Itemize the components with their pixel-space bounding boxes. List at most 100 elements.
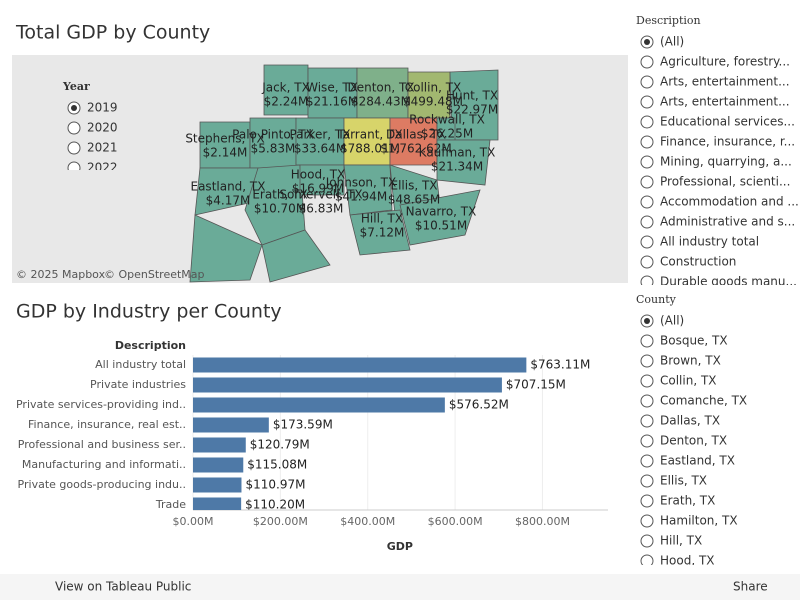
data-label: $763.11M [530, 358, 590, 372]
map-attribution: © OpenStreetMap [104, 268, 205, 281]
radio[interactable] [640, 534, 654, 548]
option-label[interactable]: Professional, scienti... [660, 175, 790, 189]
share-button[interactable]: Share [733, 580, 768, 594]
data-label: $110.20M [245, 498, 305, 512]
county-value: $10.70M [254, 202, 306, 216]
radio[interactable] [640, 95, 654, 109]
county-name: Erath, TX [252, 188, 307, 202]
group: (All) Bosque, TX Brown, TX Collin, TX Comanc… [640, 314, 747, 568]
bar [193, 497, 242, 510]
option-label[interactable]: (All) [660, 314, 684, 328]
map-attribution: © 2025 Mapbox [16, 268, 106, 281]
option-label[interactable]: 2019 [87, 101, 118, 115]
option-label[interactable]: Comanche, TX [660, 394, 747, 408]
chart-title: GDP by Industry per County [16, 301, 282, 323]
option-label[interactable]: Educational services... [660, 115, 795, 129]
radio[interactable] [640, 514, 654, 528]
y-tick-label: Private industries [90, 378, 186, 391]
radio[interactable] [640, 255, 654, 269]
x-tick-label: $600.00M [428, 515, 483, 528]
option-label[interactable]: All industry total [660, 235, 759, 249]
radio[interactable] [640, 454, 654, 468]
radio[interactable] [640, 474, 654, 488]
option-label[interactable]: Agriculture, forestry... [660, 55, 790, 69]
y-tick-label: Trade [155, 498, 186, 511]
radio[interactable] [67, 141, 81, 155]
county-value: $499.48M [403, 95, 463, 109]
county-value: $788.01M [340, 142, 400, 156]
radio[interactable] [640, 175, 654, 189]
radio[interactable] [640, 494, 654, 508]
option-label[interactable]: Mining, quarrying, a... [660, 155, 792, 169]
radio[interactable] [640, 394, 654, 408]
county-value: $1,762.62M [380, 142, 451, 156]
county-name: Rockwall, TX [409, 113, 485, 127]
option-label[interactable]: Arts, entertainment... [660, 95, 790, 109]
option-label[interactable]: Accommodation and ... [660, 195, 799, 209]
radio[interactable] [67, 161, 81, 174]
filter-title: County [636, 293, 677, 306]
option-label[interactable]: 2020 [87, 121, 118, 135]
option-label[interactable]: Denton, TX [660, 434, 727, 448]
option-label[interactable]: (All) [660, 35, 684, 49]
option-label[interactable]: Hamilton, TX [660, 514, 738, 528]
group: (All) Agriculture, forestry... Arts, enter… [640, 35, 799, 289]
option-label[interactable]: Brown, TX [660, 354, 721, 368]
radio[interactable] [640, 75, 654, 89]
x-axis-title: GDP [387, 540, 413, 553]
map [12, 55, 628, 283]
option-label[interactable]: Dallas, TX [660, 414, 720, 428]
county-value: $41.94M [335, 190, 387, 204]
county-value: $6.83M [299, 202, 344, 216]
radio[interactable] [640, 115, 654, 129]
radio[interactable] [67, 121, 81, 135]
radio[interactable] [640, 414, 654, 428]
county-value: $16.99M [292, 182, 344, 196]
option-label[interactable]: Eastland, TX [660, 454, 735, 468]
radio[interactable] [640, 195, 654, 209]
y-tick-label: All industry total [95, 358, 186, 371]
toolbar [0, 574, 800, 600]
radio[interactable] [640, 434, 654, 448]
y-tick-label: Manufacturing and informati.. [22, 458, 186, 471]
county-name: Navarro, TX [406, 205, 477, 219]
group: 2019 2020 2021 2022 [67, 101, 118, 175]
data-label: $707.15M [506, 378, 566, 392]
option-label[interactable]: Construction [660, 255, 736, 269]
map-title: Total GDP by County [15, 22, 210, 44]
radio[interactable] [640, 354, 654, 368]
option-label[interactable]: Erath, TX [660, 494, 715, 508]
bar [193, 457, 244, 473]
option-label[interactable]: Durable goods manu... [660, 275, 797, 289]
option-label[interactable]: Finance, insurance, r... [660, 135, 795, 149]
radio[interactable] [640, 334, 654, 348]
radio[interactable] [640, 374, 654, 388]
x-tick-label: $400.00M [340, 515, 395, 528]
bar [193, 417, 269, 433]
radio[interactable] [640, 215, 654, 229]
view-link[interactable]: View on Tableau Public [55, 580, 191, 594]
option-label[interactable]: 2021 [87, 141, 118, 155]
option-label[interactable]: Arts, entertainment... [660, 75, 790, 89]
radio[interactable] [640, 135, 654, 149]
bar [193, 357, 527, 373]
radio[interactable] [640, 235, 654, 249]
radio[interactable] [640, 275, 654, 288]
county-name: Parker, TX [289, 128, 350, 142]
radio[interactable] [640, 155, 654, 169]
option-label[interactable]: Bosque, TX [660, 334, 728, 348]
radio[interactable] [640, 55, 654, 69]
county-value: $7.12M [360, 226, 405, 240]
option-label[interactable]: Hood, TX [660, 554, 715, 568]
group: All industry total $763.11M Private indust… [16, 357, 590, 512]
radio[interactable] [640, 554, 654, 567]
option-label[interactable]: Ellis, TX [660, 474, 707, 488]
option-label[interactable]: 2022 [87, 161, 118, 175]
option-label[interactable]: Hill, TX [660, 534, 702, 548]
county-value: $4.17M [206, 194, 251, 208]
option-label[interactable]: Collin, TX [660, 374, 717, 388]
data-label: $115.08M [247, 458, 307, 472]
option-label[interactable]: Administrative and s... [660, 215, 795, 229]
radio-dot [644, 318, 650, 324]
